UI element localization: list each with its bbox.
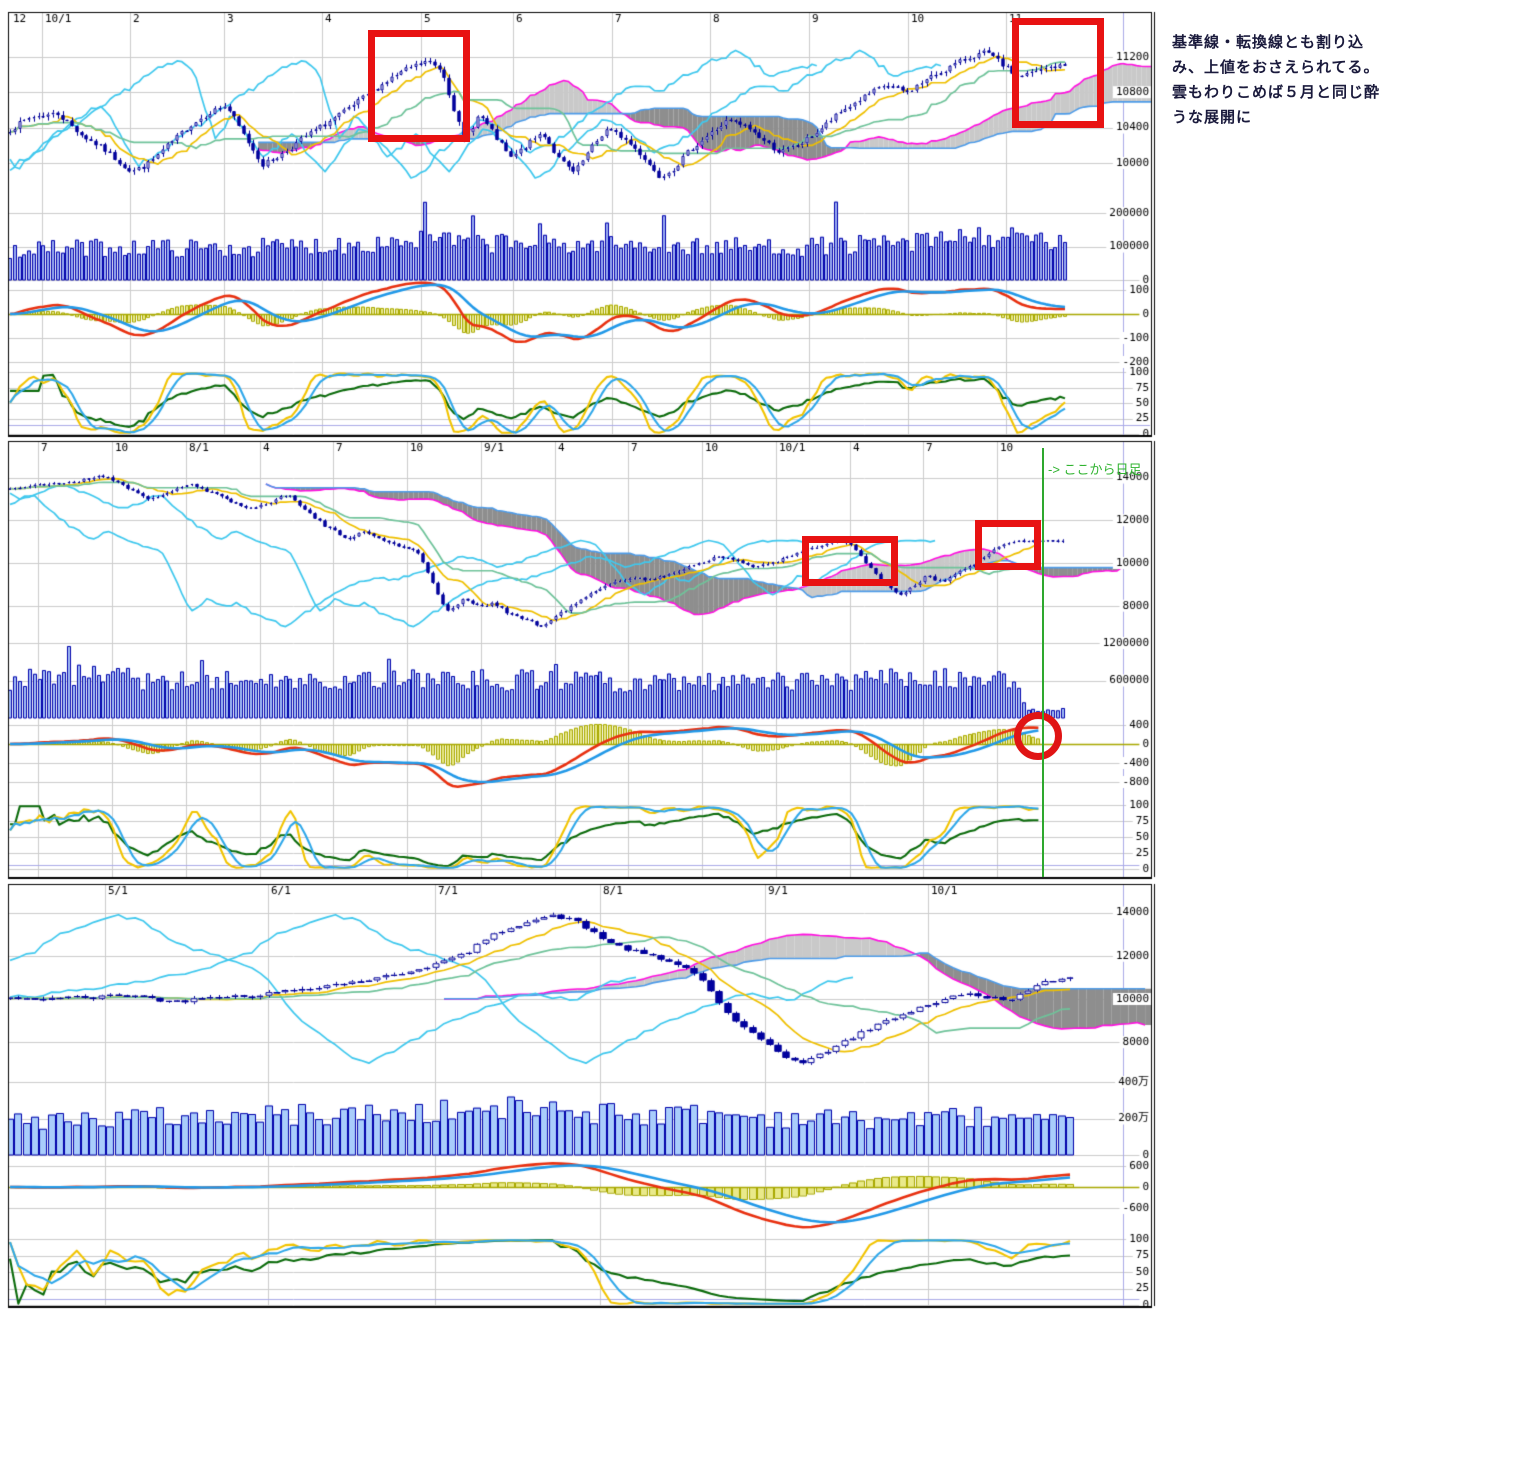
annotation-note-line: 雲もわりこめば５月と同じ酔 [1172, 84, 1381, 101]
annotation-note: 基準線・転換線とも割り込 み、上値をおさえられてる。 雲もわりこめば５月と同じ酔… [1172, 30, 1380, 130]
annotation-note-line: み、上値をおさえられてる。 [1172, 59, 1380, 76]
daily-start-marker-line [1042, 448, 1044, 877]
daily-start-marker-label: -> ここから日足 [1048, 462, 1142, 477]
annotation-note-line: うな展開に [1172, 109, 1253, 126]
annotation-note-line: 基準線・転換線とも割り込 [1172, 34, 1365, 51]
macd-cross-circle-annotation [1014, 712, 1062, 760]
